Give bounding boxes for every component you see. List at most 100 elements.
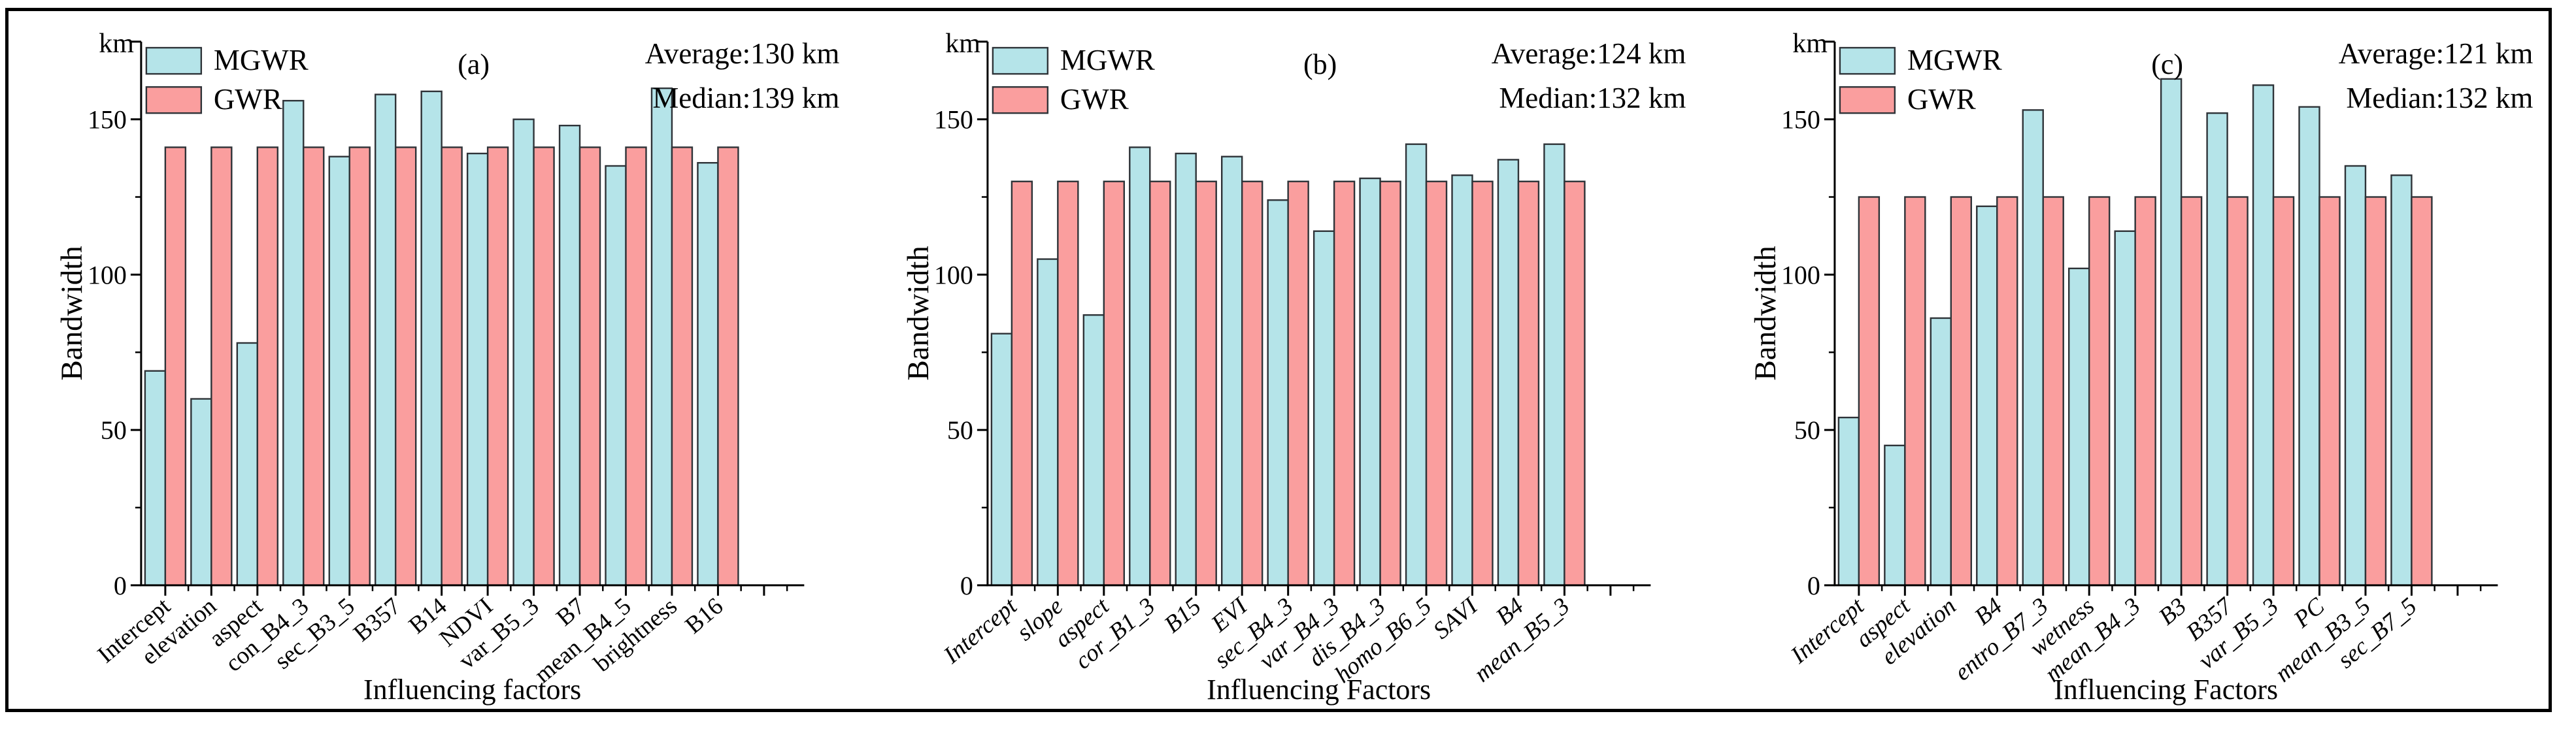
axes-spines — [986, 41, 1651, 587]
bar-gwr-var_B5_3 — [2272, 196, 2294, 587]
panel-b-chart: 050100150kmInterceptslopeaspectcor_B1_3B… — [901, 29, 1686, 706]
legend-swatch-gwr — [1839, 86, 1896, 114]
median-annotation: Median:132 km — [1499, 82, 1686, 114]
bar-gwr-var_B5_3 — [533, 146, 555, 587]
bar-mgwr-B4 — [1975, 205, 1998, 587]
bar-gwr-elevation — [210, 146, 233, 587]
average-annotation: Average:121 km — [2338, 37, 2533, 70]
bar-mgwr-brightness — [650, 87, 673, 587]
bar-mgwr-NDVI — [466, 152, 489, 587]
legend-label-mgwr: MGWR — [214, 44, 309, 76]
panel-a: 0 50 100 150 km Intercept elevation aspect con_B… — [8, 11, 855, 709]
bar-gwr-SAVI — [1471, 180, 1494, 587]
bar-mgwr-slope — [1037, 258, 1059, 587]
bar-mgwr-Intercept — [1837, 416, 1860, 587]
y-unit-label: km — [1792, 29, 1828, 59]
y-axis-title: Bandwidth — [1748, 246, 1782, 380]
bar-gwr-mean_B3_5 — [2364, 196, 2386, 587]
x-axis-title: Influencing Factors — [2054, 674, 2278, 706]
legend-label-mgwr: MGWR — [1907, 44, 2001, 76]
bar-gwr-mean_B4_3 — [2134, 196, 2156, 587]
x-tick-label: B357 — [348, 593, 406, 647]
bar-mgwr-homo_B6_5 — [1405, 143, 1428, 587]
bar-mgwr-mean_B4_5 — [605, 165, 627, 587]
panel-b: 0 50 100 150 km Intercept slope aspect cor_B1_3 B… — [855, 11, 1701, 709]
bar-gwr-Intercept — [1858, 196, 1880, 587]
bar-gwr-Intercept — [1011, 180, 1033, 587]
panel-label: (b) — [1303, 48, 1337, 80]
legend-label-mgwr: MGWR — [1060, 44, 1155, 76]
legend-swatch-mgwr — [992, 46, 1049, 75]
bar-gwr-B7 — [578, 146, 601, 587]
bar-mgwr-wetness — [2067, 267, 2090, 587]
bar-gwr-wetness — [2088, 196, 2111, 587]
bar-gwr-entro_B7_3 — [2042, 196, 2064, 587]
figure-frame: 0 50 100 150 km Intercept elevation aspect con_B… — [5, 8, 2552, 712]
bar-gwr-B16 — [717, 146, 739, 587]
bar-mgwr-cor_B1_3 — [1129, 146, 1151, 587]
y-tick-label: 0 — [114, 571, 127, 600]
bar-mgwr-B357 — [2206, 112, 2228, 587]
panel-label: (a) — [458, 48, 490, 80]
bar-mgwr-mean_B5_3 — [1543, 143, 1565, 587]
bar-gwr-B4 — [1518, 180, 1540, 587]
bar-gwr-aspect — [256, 146, 278, 587]
legend-swatch-gwr — [992, 86, 1049, 114]
y-tick-label: 0 — [1807, 571, 1820, 600]
panel-c: 0 50 100 150 km Intercept aspect elevation B4 ent… — [1702, 11, 2549, 709]
axes-spines — [1833, 41, 2498, 587]
bar-mgwr-var_B4_3 — [1313, 230, 1335, 587]
y-unit-label: km — [946, 29, 981, 59]
bar-gwr-brightness — [671, 146, 694, 587]
bar-gwr-B357 — [2226, 196, 2249, 587]
legend-label-gwr: GWR — [214, 83, 282, 116]
bar-gwr-Intercept — [164, 146, 187, 587]
bar-gwr-var_B4_3 — [1333, 180, 1356, 587]
y-axis-title: Bandwidth — [55, 246, 89, 380]
bar-mgwr-sec_B3_5 — [328, 155, 350, 587]
bar-mgwr-dis_B4_3 — [1359, 177, 1382, 587]
bar-mgwr-EVI — [1221, 155, 1243, 587]
bar-gwr-B15 — [1195, 180, 1218, 587]
bar-gwr-aspect — [1103, 180, 1126, 587]
bar-mgwr-con_B4_3 — [282, 99, 305, 587]
bar-gwr-NDVI — [486, 146, 509, 587]
bar-gwr-sec_B7_5 — [2410, 196, 2433, 587]
bar-mgwr-PC — [2298, 106, 2320, 587]
bar-gwr-B4 — [1996, 196, 2018, 587]
bar-gwr-con_B4_3 — [303, 146, 325, 587]
x-axis-title: Influencing factors — [363, 674, 581, 706]
bar-mgwr-entro_B7_3 — [2022, 109, 2044, 587]
bar-mgwr-aspect — [236, 342, 259, 587]
x-tick-label: Intercept — [939, 592, 1024, 669]
legend-swatch-mgwr — [1839, 46, 1896, 75]
bar-mgwr-B357 — [375, 93, 397, 587]
bar-gwr-aspect — [1903, 196, 1926, 587]
bar-gwr-EVI — [1241, 180, 1263, 587]
y-tick-label: 150 — [88, 105, 127, 135]
bar-mgwr-sec_B7_5 — [2390, 174, 2413, 587]
x-tick-label: B15 — [1160, 593, 1207, 638]
x-axis-title: Influencing Factors — [1207, 674, 1431, 706]
bar-mgwr-B15 — [1175, 152, 1197, 587]
bar-gwr-slope — [1057, 180, 1079, 587]
bar-mgwr-SAVI — [1451, 174, 1474, 587]
y-tick-label: 100 — [88, 260, 127, 289]
legend-swatch-mgwr — [145, 46, 203, 75]
y-axis-title: Bandwidth — [901, 246, 935, 380]
y-tick-label: 0 — [960, 571, 973, 600]
median-annotation: Median:132 km — [2346, 82, 2533, 114]
average-annotation: Average:130 km — [645, 37, 840, 70]
bar-mgwr-mean_B3_5 — [2344, 165, 2366, 587]
y-tick-label: 50 — [1794, 415, 1820, 445]
legend-label-gwr: GWR — [1907, 83, 1975, 116]
legend-swatch-gwr — [145, 86, 203, 114]
bar-gwr-cor_B1_3 — [1149, 180, 1171, 587]
bar-mgwr-aspect — [1082, 314, 1105, 587]
bar-mgwr-B14 — [420, 90, 443, 587]
bar-gwr-sec_B4_3 — [1287, 180, 1310, 587]
y-tick-label: 50 — [947, 415, 973, 445]
bar-gwr-B14 — [441, 146, 463, 587]
bar-gwr-B357 — [394, 146, 417, 587]
